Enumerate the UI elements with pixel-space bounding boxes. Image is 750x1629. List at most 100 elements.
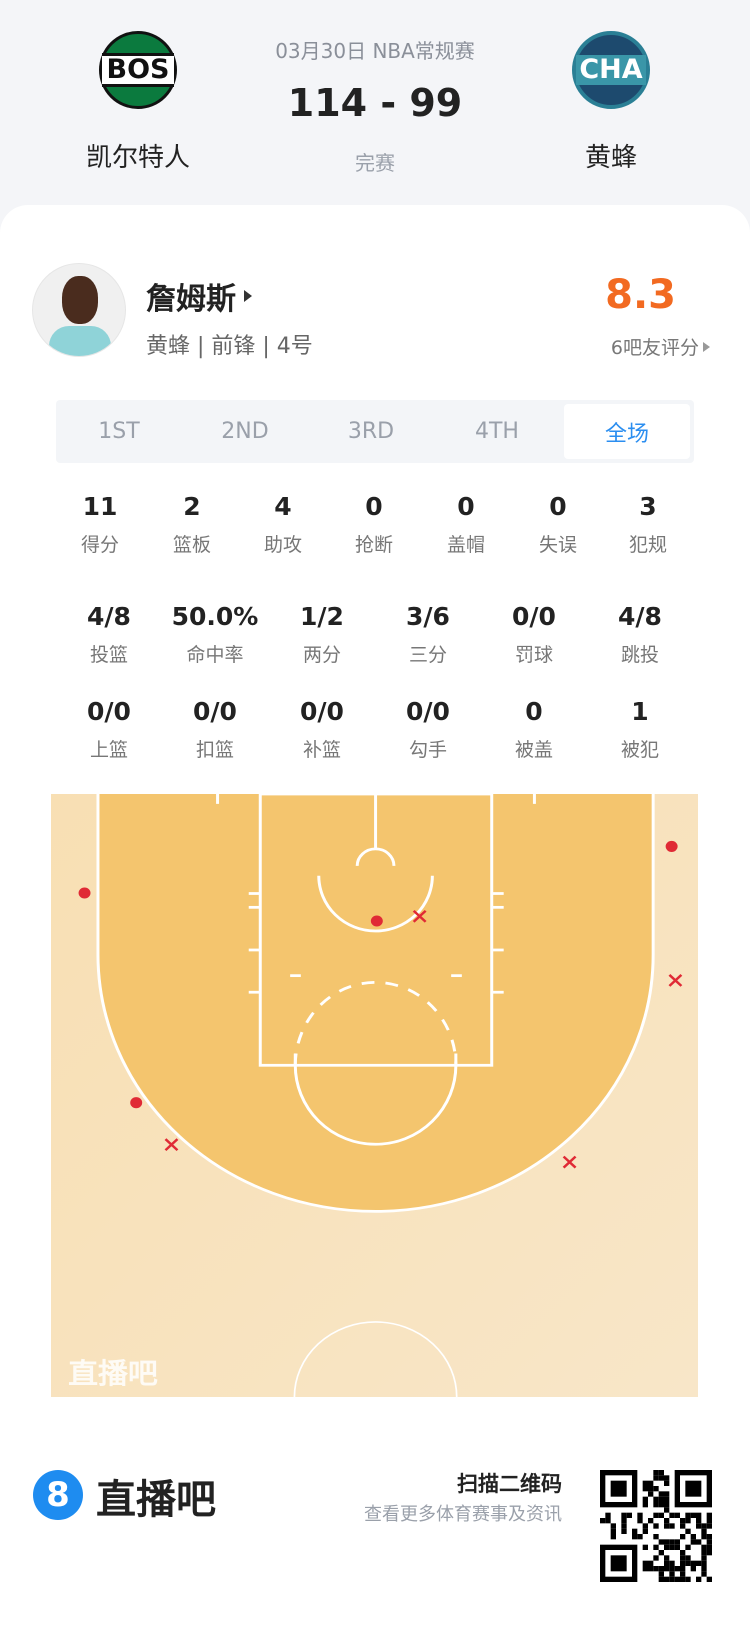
player-avatar[interactable]	[32, 263, 126, 357]
stat-value: 0/0	[87, 697, 131, 726]
stat-勾手: 0/0 勾手	[378, 697, 478, 762]
stat-两分: 1/2 两分	[272, 602, 372, 667]
stat-value: 0/0	[406, 697, 450, 726]
tab-1st[interactable]: 1ST	[98, 419, 140, 444]
shot-missed-mark	[668, 974, 683, 987]
away-team-logo[interactable]: CHA	[572, 31, 650, 109]
stat-label: 失误	[538, 534, 577, 556]
stat-value: 4/8	[618, 602, 662, 631]
home-team-logo[interactable]: BOS	[99, 31, 177, 109]
player-info: 黄蜂 | 前锋 | 4号	[146, 334, 313, 359]
player-rating: 8.3	[605, 272, 676, 318]
stat-value: 3/6	[406, 602, 450, 631]
stat-label: 被犯	[620, 739, 659, 761]
shot-made-mark	[370, 915, 383, 927]
stat-value: 2	[183, 492, 201, 521]
tab-4th[interactable]: 4TH	[475, 419, 519, 444]
stat-value: 0/0	[300, 697, 344, 726]
match-status: 完赛	[355, 151, 395, 175]
shot-chart: 直播吧	[51, 792, 698, 1473]
stat-value: 4	[274, 492, 292, 521]
away-team-name[interactable]: 黄蜂	[584, 143, 637, 173]
stat-被盖: 0 被盖	[484, 697, 584, 762]
scan-subtitle: 查看更多体育赛事及资讯	[364, 1504, 562, 1525]
scan-title: 扫描二维码	[457, 1472, 562, 1496]
stat-value: 3	[639, 492, 657, 521]
three-point-area	[97, 794, 654, 1212]
shot-made-mark	[665, 840, 678, 852]
tab-3rd[interactable]: 3RD	[347, 419, 395, 444]
stat-助攻: 4 助攻	[233, 492, 333, 557]
qr-code[interactable]	[600, 1470, 712, 1582]
stat-label: 扣篮	[195, 739, 234, 761]
stat-value: 0/0	[512, 602, 556, 631]
stat-篮板: 2 篮板	[142, 492, 242, 557]
stat-label: 命中率	[186, 644, 244, 666]
player-name-link[interactable]: 詹姆斯	[146, 274, 252, 318]
caret-right-icon	[244, 290, 252, 302]
stat-失误: 0 失误	[508, 492, 608, 557]
stat-label: 勾手	[408, 739, 447, 761]
stat-补篮: 0/0 补篮	[272, 697, 372, 762]
stat-投篮: 4/8 投篮	[59, 602, 159, 667]
shot-missed-mark	[562, 1155, 577, 1169]
shot-marks	[78, 840, 683, 1169]
home-team-abbr: BOS	[102, 53, 174, 87]
stat-上篮: 0/0 上篮	[59, 697, 159, 762]
rating-link[interactable]: 6吧友评分	[540, 333, 710, 360]
footer: 8 直播吧 扫描二维码 查看更多体育赛事及资讯	[0, 1440, 750, 1629]
stat-value: 0	[365, 492, 383, 521]
home-team-name[interactable]: 凯尔特人	[85, 143, 190, 173]
stat-value: 4/8	[87, 602, 131, 631]
brand-logo-icon: 8	[33, 1470, 83, 1520]
stat-被犯: 1 被犯	[590, 697, 690, 762]
stat-value: 1	[631, 697, 649, 726]
stat-犯规: 3 犯规	[598, 492, 698, 557]
stat-三分: 3/6 三分	[378, 602, 478, 667]
stat-label: 抢断	[354, 534, 393, 556]
stat-value: 1/2	[300, 602, 344, 631]
match-date-league: 03月30日 NBA常规赛	[275, 39, 475, 63]
stat-value: 0	[549, 492, 567, 521]
rating-label: 6吧友评分	[610, 337, 699, 359]
stat-得分: 11 得分	[50, 492, 150, 557]
rim	[355, 847, 396, 866]
period-tabs: 1ST 2ND 3RD 4TH 全场	[56, 400, 694, 463]
restricted-area-arc	[317, 875, 434, 933]
stat-命中率: 50.0% 命中率	[165, 602, 265, 667]
shot-missed-mark	[164, 1138, 179, 1152]
shot-made-mark	[78, 887, 91, 899]
tab-2nd[interactable]: 2ND	[221, 419, 269, 444]
player-name: 詹姆斯	[146, 282, 236, 317]
stat-罚球: 0/0 罚球	[484, 602, 584, 667]
stat-label: 助攻	[263, 534, 302, 556]
stat-value: 50.0%	[171, 602, 259, 631]
stat-label: 补篮	[302, 739, 341, 761]
stat-label: 两分	[302, 644, 341, 666]
stat-label: 罚球	[514, 644, 553, 666]
court-svg: 直播吧	[51, 792, 698, 1473]
stat-label: 篮板	[172, 534, 211, 556]
stat-value: 0	[457, 492, 475, 521]
stat-label: 得分	[80, 534, 119, 556]
stat-value: 11	[82, 492, 118, 521]
stat-label: 上篮	[89, 739, 128, 761]
match-score: 114 - 99	[287, 81, 463, 125]
free-throw-circle-top	[293, 980, 458, 1066]
three-point-line	[96, 794, 655, 1213]
match-header: BOS 凯尔特人 03月30日 NBA常规赛 114 - 99 完赛 CHA 黄…	[0, 0, 750, 205]
stat-label: 三分	[408, 644, 447, 666]
tab-full-game[interactable]: 全场	[564, 404, 690, 459]
stat-value: 0/0	[193, 697, 237, 726]
stat-label: 犯规	[628, 534, 667, 556]
caret-right-icon	[703, 341, 710, 352]
shot-missed-mark	[412, 909, 427, 923]
stat-扣篮: 0/0 扣篮	[165, 697, 265, 762]
stat-label: 盖帽	[446, 534, 485, 556]
stat-盖帽: 0 盖帽	[416, 492, 516, 557]
court-watermark: 直播吧	[68, 1357, 158, 1390]
stat-抢断: 0 抢断	[324, 492, 424, 557]
stat-label: 跳投	[620, 644, 659, 666]
brand-name: 直播吧	[96, 1477, 216, 1523]
shot-made-mark	[130, 1097, 143, 1109]
